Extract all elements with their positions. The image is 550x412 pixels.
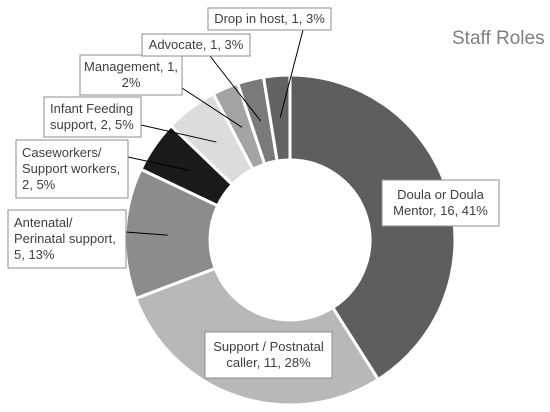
label-box-2	[7, 209, 127, 269]
slice-label-2-line-1: Perinatal support,	[14, 231, 116, 246]
slice-label-6-line-0: Advocate, 1, 3%	[149, 37, 244, 52]
slice-label-3-line-1: Support workers,	[22, 161, 120, 176]
chart-title: Staff Roles	[452, 28, 545, 49]
slice-label-1-line-0: Support / Postnatal	[213, 339, 324, 354]
label-box-1	[204, 331, 333, 379]
label-box-0	[381, 179, 500, 227]
slice-label-4-line-0: Infant Feeding	[50, 101, 133, 116]
slice-label-0-line-1: Mentor, 16, 41%	[393, 203, 488, 218]
slice-label-2-line-0: Antenatal/	[14, 215, 73, 230]
leader-line-6	[209, 55, 262, 122]
slice-label-1-line-1: caller, 11, 28%	[226, 355, 311, 370]
leader-line-5	[181, 87, 243, 128]
label-box-3	[15, 139, 129, 199]
slice-0	[288, 73, 457, 382]
label-box-7	[207, 7, 332, 31]
slice-label-5-line-1: 2%	[122, 75, 141, 90]
slice-label-3-line-2: 2, 5%	[22, 177, 56, 192]
slice-label-4-line-1: support, 2, 5%	[50, 117, 134, 132]
slice-label-7-line-0: Drop in host, 1, 3%	[214, 11, 325, 26]
leader-line-2	[125, 231, 168, 236]
leader-line-7	[279, 29, 304, 119]
slice-label-3-line-0: Caseworkers/	[22, 145, 102, 160]
slice-label-5-line-0: Management, 1,	[84, 59, 178, 74]
leader-line-4	[140, 124, 217, 143]
slice-label-0-line-0: Doula or Doula	[397, 187, 484, 202]
label-box-6	[141, 33, 251, 57]
leader-line-3	[127, 156, 190, 171]
label-box-5	[79, 54, 183, 96]
slice-label-2-line-2: 5, 13%	[14, 247, 55, 262]
label-box-4	[43, 96, 142, 138]
slice-7	[261, 73, 292, 163]
